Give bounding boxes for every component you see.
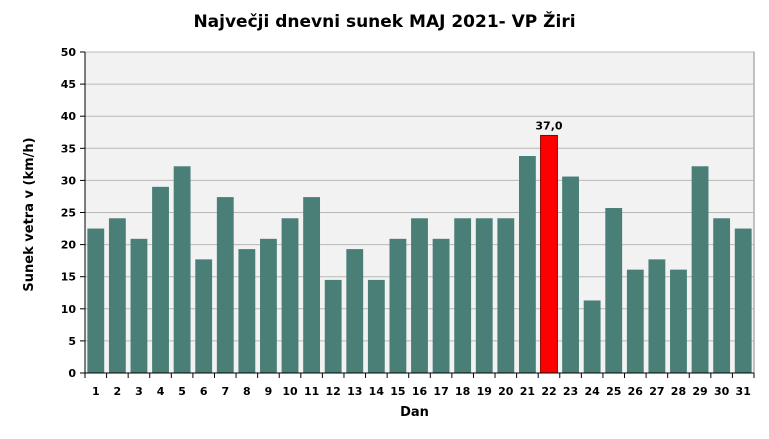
- bar: [432, 238, 450, 373]
- x-tick-label: 16: [412, 385, 428, 398]
- bar: [626, 269, 644, 373]
- chart-title: Največji dnevni sunek MAJ 2021- VP Žiri: [193, 12, 576, 32]
- x-tick-label: 26: [628, 385, 644, 398]
- bar: [324, 279, 342, 373]
- bar: [734, 228, 752, 373]
- bar: [389, 238, 407, 373]
- x-tick-label: 23: [563, 385, 578, 398]
- y-tick-label: 40: [61, 110, 77, 123]
- y-tick-label: 20: [61, 239, 77, 252]
- x-tick-label: 4: [157, 385, 165, 398]
- bar: [108, 218, 126, 373]
- x-tick-label: 11: [304, 385, 319, 398]
- x-tick-label: 24: [584, 385, 600, 398]
- x-tick-label: 21: [520, 385, 535, 398]
- x-tick-label: 19: [477, 385, 492, 398]
- bar: [367, 279, 385, 373]
- y-tick-label: 25: [61, 207, 76, 220]
- y-tick-label: 30: [61, 174, 77, 187]
- bar: [454, 218, 472, 373]
- bar: [670, 269, 687, 373]
- x-tick-label: 3: [135, 385, 143, 398]
- x-axis-title: Dan: [400, 405, 429, 420]
- bar: [605, 208, 623, 373]
- y-axis-title: Sunek vetra v (km/h): [22, 137, 37, 291]
- bar: [152, 186, 169, 373]
- bar: [648, 259, 666, 373]
- bar: [562, 176, 579, 373]
- bar: [713, 218, 731, 373]
- bar: [195, 259, 213, 373]
- y-tick-label: 50: [61, 46, 77, 59]
- bar: [691, 166, 709, 373]
- x-tick-label: 13: [347, 385, 362, 398]
- y-tick-label: 35: [61, 142, 76, 155]
- bar: [238, 249, 256, 373]
- bar: [346, 249, 364, 373]
- bar: [518, 156, 536, 373]
- y-tick-label: 15: [61, 271, 76, 284]
- bar: [303, 197, 321, 373]
- x-tick-label: 14: [369, 385, 385, 398]
- x-tick-label: 29: [692, 385, 707, 398]
- x-tick-label: 10: [282, 385, 298, 398]
- x-tick-label: 18: [455, 385, 470, 398]
- bar: [583, 300, 601, 373]
- data-label: 37,0: [535, 119, 562, 132]
- x-tick-label: 31: [736, 385, 751, 398]
- x-tick-label: 2: [114, 385, 122, 398]
- x-tick-label: 30: [714, 385, 730, 398]
- y-tick-label: 45: [61, 78, 76, 91]
- x-tick-label: 12: [326, 385, 341, 398]
- y-tick-label: 0: [68, 367, 76, 380]
- x-tick-label: 9: [265, 385, 273, 398]
- bar: [260, 238, 277, 373]
- bar: [130, 238, 148, 373]
- bar: [475, 218, 493, 373]
- x-tick-label: 1: [92, 385, 100, 398]
- x-tick-label: 25: [606, 385, 621, 398]
- x-tick-label: 15: [390, 385, 405, 398]
- bar: [216, 197, 234, 373]
- x-tick-label: 20: [498, 385, 514, 398]
- x-tick-label: 7: [221, 385, 229, 398]
- x-tick-label: 5: [178, 385, 186, 398]
- x-tick-label: 27: [649, 385, 664, 398]
- bar: [173, 166, 191, 373]
- x-tick-label: 8: [243, 385, 251, 398]
- x-tick-label: 6: [200, 385, 208, 398]
- bar: [497, 218, 515, 373]
- bar: [87, 228, 105, 373]
- x-tick-label: 17: [433, 385, 448, 398]
- y-tick-label: 5: [68, 335, 76, 348]
- y-tick-label: 10: [61, 303, 77, 316]
- bar: [411, 218, 428, 373]
- bar: [540, 134, 558, 374]
- bar: [281, 218, 299, 373]
- x-tick-label: 28: [671, 385, 686, 398]
- x-tick-label: 22: [541, 385, 556, 398]
